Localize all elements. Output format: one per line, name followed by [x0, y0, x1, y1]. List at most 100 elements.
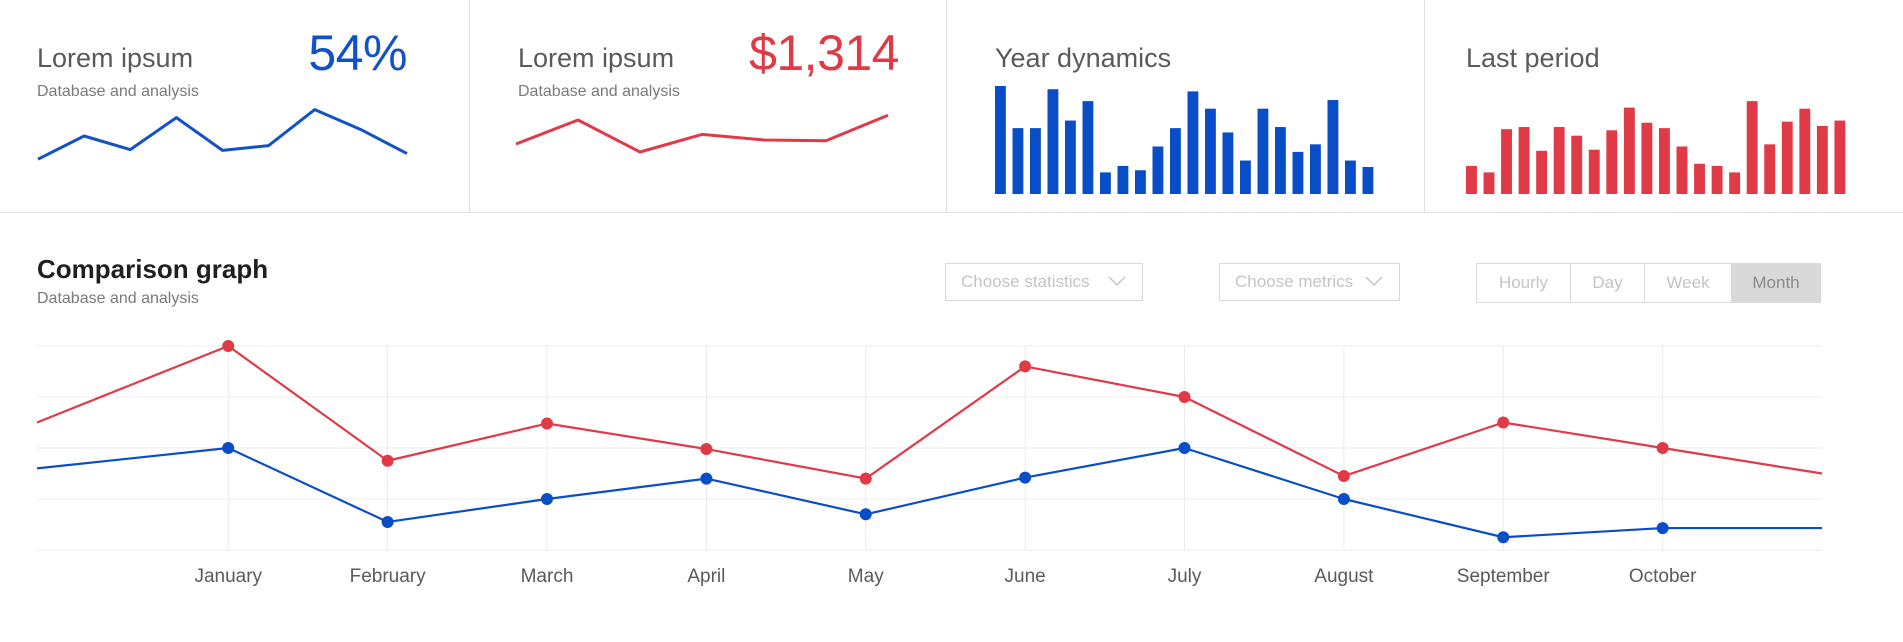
data-point: [541, 417, 553, 430]
year-dynamics-card: Year dynamics: [947, 0, 1425, 212]
bar: [1047, 89, 1059, 194]
bar: [1501, 129, 1512, 194]
bar: [1466, 165, 1477, 194]
series-line: [36, 446, 1822, 539]
card-title: Last period: [1466, 43, 1600, 73]
x-tick-label: April: [687, 566, 725, 587]
dropdown-placeholder: Choose statistics: [961, 272, 1090, 291]
bar: [1100, 172, 1111, 194]
data-point: [700, 443, 713, 456]
kpi-value: 54%: [308, 25, 407, 81]
card-subtitle: Database and analysis: [37, 83, 199, 100]
period-month-button[interactable]: Month: [1732, 264, 1820, 302]
bar: [1082, 101, 1094, 194]
series-line: [36, 344, 1823, 480]
bar: [1676, 146, 1688, 194]
bar: [1623, 107, 1635, 194]
last-period-bar-chart: [1466, 101, 1846, 194]
comparison-title: Comparison graph: [37, 254, 269, 284]
chevron-down-icon: [1108, 276, 1126, 287]
chevron-down-icon: [1365, 276, 1383, 287]
bar: [1816, 125, 1828, 194]
data-point: [700, 472, 713, 485]
data-point: [1178, 442, 1191, 454]
data-point: [222, 340, 235, 352]
bar: [995, 86, 1006, 194]
data-point: [859, 472, 872, 485]
bar: [1659, 128, 1670, 194]
bar: [1345, 160, 1356, 194]
period-day-button[interactable]: Day: [1571, 264, 1645, 302]
x-tick-label: September: [1457, 566, 1551, 587]
data-point: [1497, 531, 1510, 544]
x-tick-label: May: [848, 566, 884, 587]
dropdown-placeholder: Choose metrics: [1235, 272, 1354, 291]
data-point: [381, 515, 394, 528]
year-dynamics-bar-chart: [995, 86, 1374, 194]
bar: [1257, 108, 1269, 194]
data-point: [1337, 470, 1350, 483]
x-tick-label: July: [1168, 566, 1202, 587]
data-point: [859, 508, 872, 521]
bar: [1012, 128, 1024, 194]
bar: [1292, 151, 1304, 194]
sparkline-chart: [515, 113, 889, 154]
card-subtitle: Database and analysis: [518, 83, 680, 100]
bar: [1030, 128, 1041, 194]
x-tick-label: January: [194, 566, 262, 587]
data-point: [1337, 493, 1350, 505]
sparkline-series: [515, 113, 889, 154]
card-title: Year dynamics: [995, 43, 1172, 73]
kpi-card-revenue: Lorem ipsum Database and analysis $1,314: [470, 0, 947, 212]
data-point: [1019, 360, 1032, 373]
bar: [1483, 172, 1495, 194]
bar: [1310, 144, 1321, 194]
x-tick-label: February: [350, 566, 427, 587]
bar: [1065, 120, 1076, 194]
bar: [1781, 121, 1793, 194]
last-period-card: Last period: [1425, 0, 1903, 212]
bar: [1729, 172, 1741, 194]
bar: [1746, 101, 1758, 194]
comparison-subtitle: Database and analysis: [37, 290, 199, 307]
data-point: [1497, 416, 1510, 429]
bar: [1799, 108, 1811, 194]
x-tick-label: June: [1005, 566, 1046, 587]
bar: [1170, 128, 1181, 194]
bar: [1834, 120, 1846, 194]
bar: [1694, 163, 1705, 194]
period-segmented-control: Hourly Day Week Month: [1476, 263, 1821, 303]
period-week-button[interactable]: Week: [1645, 264, 1732, 302]
bar: [1606, 130, 1618, 194]
choose-metrics-dropdown[interactable]: Choose metrics: [1219, 263, 1400, 301]
sparkline-chart: [37, 108, 408, 161]
data-point: [381, 454, 394, 467]
card-title: Lorem ipsum: [37, 43, 194, 73]
sparkline-series: [37, 108, 408, 161]
bar: [1362, 167, 1374, 194]
data-point: [1019, 471, 1032, 484]
bar: [1187, 91, 1199, 194]
x-tick-label: August: [1314, 566, 1374, 587]
bar: [1117, 165, 1129, 194]
bar: [1711, 165, 1723, 194]
bar: [1518, 127, 1530, 194]
card-title: Lorem ipsum: [518, 43, 675, 73]
data-point: [1656, 522, 1669, 535]
bar: [1641, 122, 1653, 194]
bar: [1152, 146, 1164, 194]
bar: [1275, 127, 1286, 194]
bar: [1327, 100, 1339, 194]
choose-statistics-dropdown[interactable]: Choose statistics: [945, 263, 1143, 301]
bar: [1135, 170, 1146, 194]
bar: [1588, 149, 1600, 194]
period-hourly-button[interactable]: Hourly: [1477, 264, 1571, 302]
bar: [1205, 108, 1216, 194]
kpi-card-percent: Lorem ipsum Database and analysis 54%: [0, 0, 470, 212]
x-tick-label: March: [521, 566, 574, 587]
bar: [1240, 160, 1251, 194]
bar: [1553, 127, 1565, 194]
data-point: [1656, 442, 1669, 454]
bar: [1536, 150, 1548, 194]
x-tick-label: October: [1629, 566, 1697, 587]
